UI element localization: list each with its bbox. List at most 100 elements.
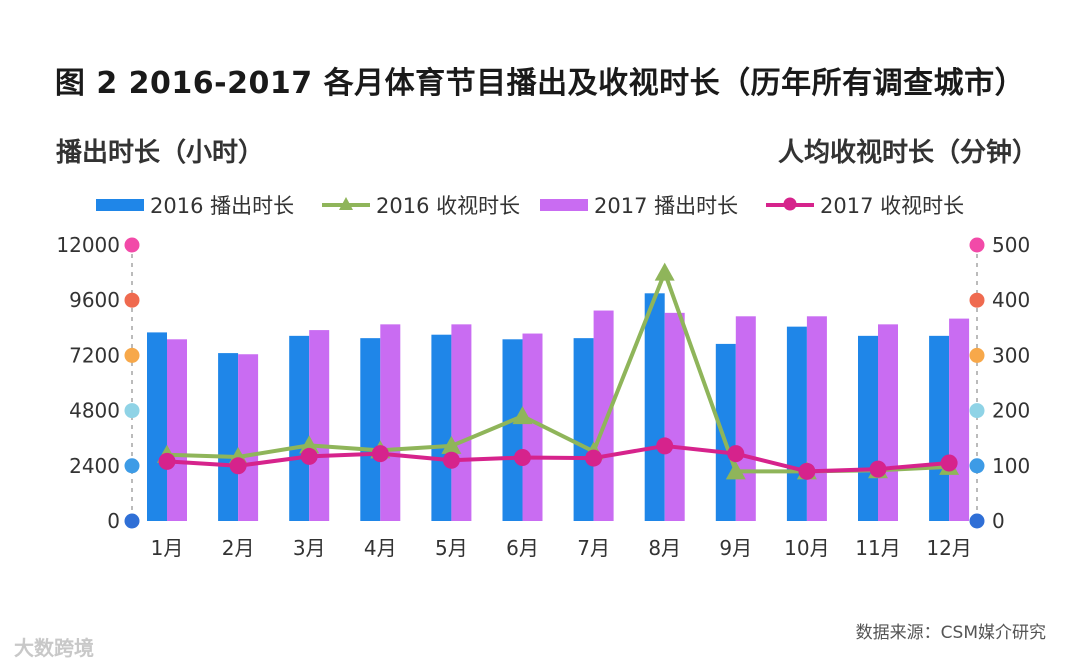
bar-2017 <box>238 354 259 521</box>
watermark-logo: 大数跨境 <box>14 636 94 660</box>
left-axis-tick-dot <box>124 513 140 529</box>
left-axis-tick-label: 9600 <box>69 288 120 312</box>
point-2017 <box>442 451 460 469</box>
right-axis-tick-label: 400 <box>992 288 1030 312</box>
right-axis-tick-dot <box>969 237 985 253</box>
left-axis-tick-label: 2400 <box>69 454 120 478</box>
right-axis-title: 人均收视时长（分钟） <box>777 138 1038 168</box>
circle-marker-icon <box>783 197 797 211</box>
left-axis-tick-dot <box>124 403 140 419</box>
x-axis-tick-label: 4月 <box>364 536 397 560</box>
point-2017 <box>585 449 603 467</box>
right-axis-tick-dot <box>969 458 985 474</box>
bar-2016 <box>858 335 878 521</box>
bar-2017 <box>664 312 685 521</box>
x-axis-tick-label: 11月 <box>855 536 900 560</box>
right-axis-tick-label: 100 <box>992 454 1030 478</box>
left-axis-title: 播出时长（小时） <box>56 138 265 168</box>
bar-2017 <box>806 316 827 521</box>
point-2017 <box>300 447 318 465</box>
bar-2017 <box>735 316 756 521</box>
point-2016 <box>654 262 675 281</box>
point-2017 <box>229 457 247 475</box>
right-axis-tick-dot <box>969 403 985 419</box>
x-axis-tick-label: 6月 <box>506 536 539 560</box>
bar-2017 <box>522 333 543 521</box>
legend-item-2016-bar: 2016 播出时长 <box>96 190 294 220</box>
bar-2016 <box>929 335 950 521</box>
left-axis-tick-label: 12000 <box>56 233 120 257</box>
bar-2016 <box>502 339 523 521</box>
right-axis-tick-dot <box>969 513 985 529</box>
x-axis-tick-label: 8月 <box>648 536 681 560</box>
point-2017 <box>869 460 887 478</box>
bar-2016 <box>644 293 665 521</box>
bar-2016 <box>147 332 167 521</box>
point-2017 <box>514 449 531 467</box>
right-axis-tick-label: 200 <box>992 399 1030 423</box>
legend-label-2016-line: 2016 收视时长 <box>376 194 521 218</box>
point-2017 <box>940 454 958 472</box>
x-axis-tick-label: 2月 <box>222 536 255 560</box>
bar-2017 <box>167 339 187 521</box>
legend-swatch-2016-line <box>322 197 370 210</box>
left-axis-tick-dot <box>124 458 140 474</box>
bar-2016 <box>289 335 310 521</box>
left-axis-tick-dot <box>124 237 140 253</box>
right-axis-tick-dot <box>969 292 985 308</box>
bar-2017 <box>593 310 614 521</box>
point-2016 <box>512 406 533 425</box>
point-2016 <box>725 461 746 480</box>
legend-label-2017-line: 2017 收视时长 <box>820 194 965 218</box>
chart-title: 图 2 2016-2017 各月体育节目播出及收视时长（历年所有调查城市） <box>54 66 1026 101</box>
bar-2017 <box>878 324 898 521</box>
point-2017 <box>371 445 389 463</box>
legend-item-2016-line: 2016 收视时长 <box>322 190 520 220</box>
x-axis-tick-label: 5月 <box>435 536 468 560</box>
legend-label-2016-bar: 2016 播出时长 <box>150 194 295 218</box>
left-axis-tick-dot <box>124 347 140 363</box>
bar-2016 <box>360 338 381 521</box>
legend-swatch-2017-line <box>766 197 814 211</box>
line-2017 <box>166 443 950 474</box>
x-axis-tick-label: 1月 <box>151 536 184 560</box>
right-axis-tick-label: 0 <box>992 509 1005 533</box>
point-2016 <box>299 435 320 454</box>
bar-2016 <box>715 343 736 521</box>
point-2017 <box>727 445 745 463</box>
bar-2017 <box>451 324 472 521</box>
legend-item-2017-bar: 2017 播出时长 <box>540 190 738 220</box>
triangle-marker-icon <box>339 197 353 210</box>
legend-label-2017-bar: 2017 播出时长 <box>594 194 739 218</box>
right-axis-tick-dot <box>969 347 985 363</box>
x-axis-tick-label: 9月 <box>719 536 752 560</box>
source-note: 数据来源：CSM媒介研究 <box>855 623 1046 643</box>
left-axis-tick-dot <box>124 292 140 308</box>
bar-2017 <box>380 324 401 521</box>
chart-legend: 2016 播出时长 2016 收视时长 2017 播出时长 2017 收视时长 <box>0 190 1080 222</box>
legend-item-2017-line: 2017 收视时长 <box>766 190 964 220</box>
bar-2016 <box>573 338 594 521</box>
point-2017 <box>798 462 816 480</box>
point-2016 <box>441 435 462 454</box>
bar-2016 <box>786 326 807 521</box>
right-axis-tick-label: 500 <box>992 233 1030 257</box>
bar-2016 <box>431 334 452 521</box>
x-axis-tick-label: 12月 <box>926 536 971 560</box>
right-axis-tick-label: 300 <box>992 343 1030 367</box>
left-axis-tick-label: 0 <box>107 509 120 533</box>
left-axis-tick-label: 7200 <box>69 343 120 367</box>
legend-swatch-2016-bar <box>96 199 144 211</box>
point-2017 <box>656 437 674 455</box>
bar-2017 <box>949 318 970 521</box>
bar-2017 <box>309 330 330 521</box>
legend-swatch-2017-bar <box>540 199 588 211</box>
x-axis-tick-label: 3月 <box>293 536 326 560</box>
x-axis-tick-label: 10月 <box>784 536 829 560</box>
x-axis-tick-label: 7月 <box>577 536 610 560</box>
left-axis-tick-label: 4800 <box>69 399 120 423</box>
bar-2016 <box>218 353 239 521</box>
line-2016 <box>166 270 950 474</box>
point-2017 <box>158 452 176 470</box>
